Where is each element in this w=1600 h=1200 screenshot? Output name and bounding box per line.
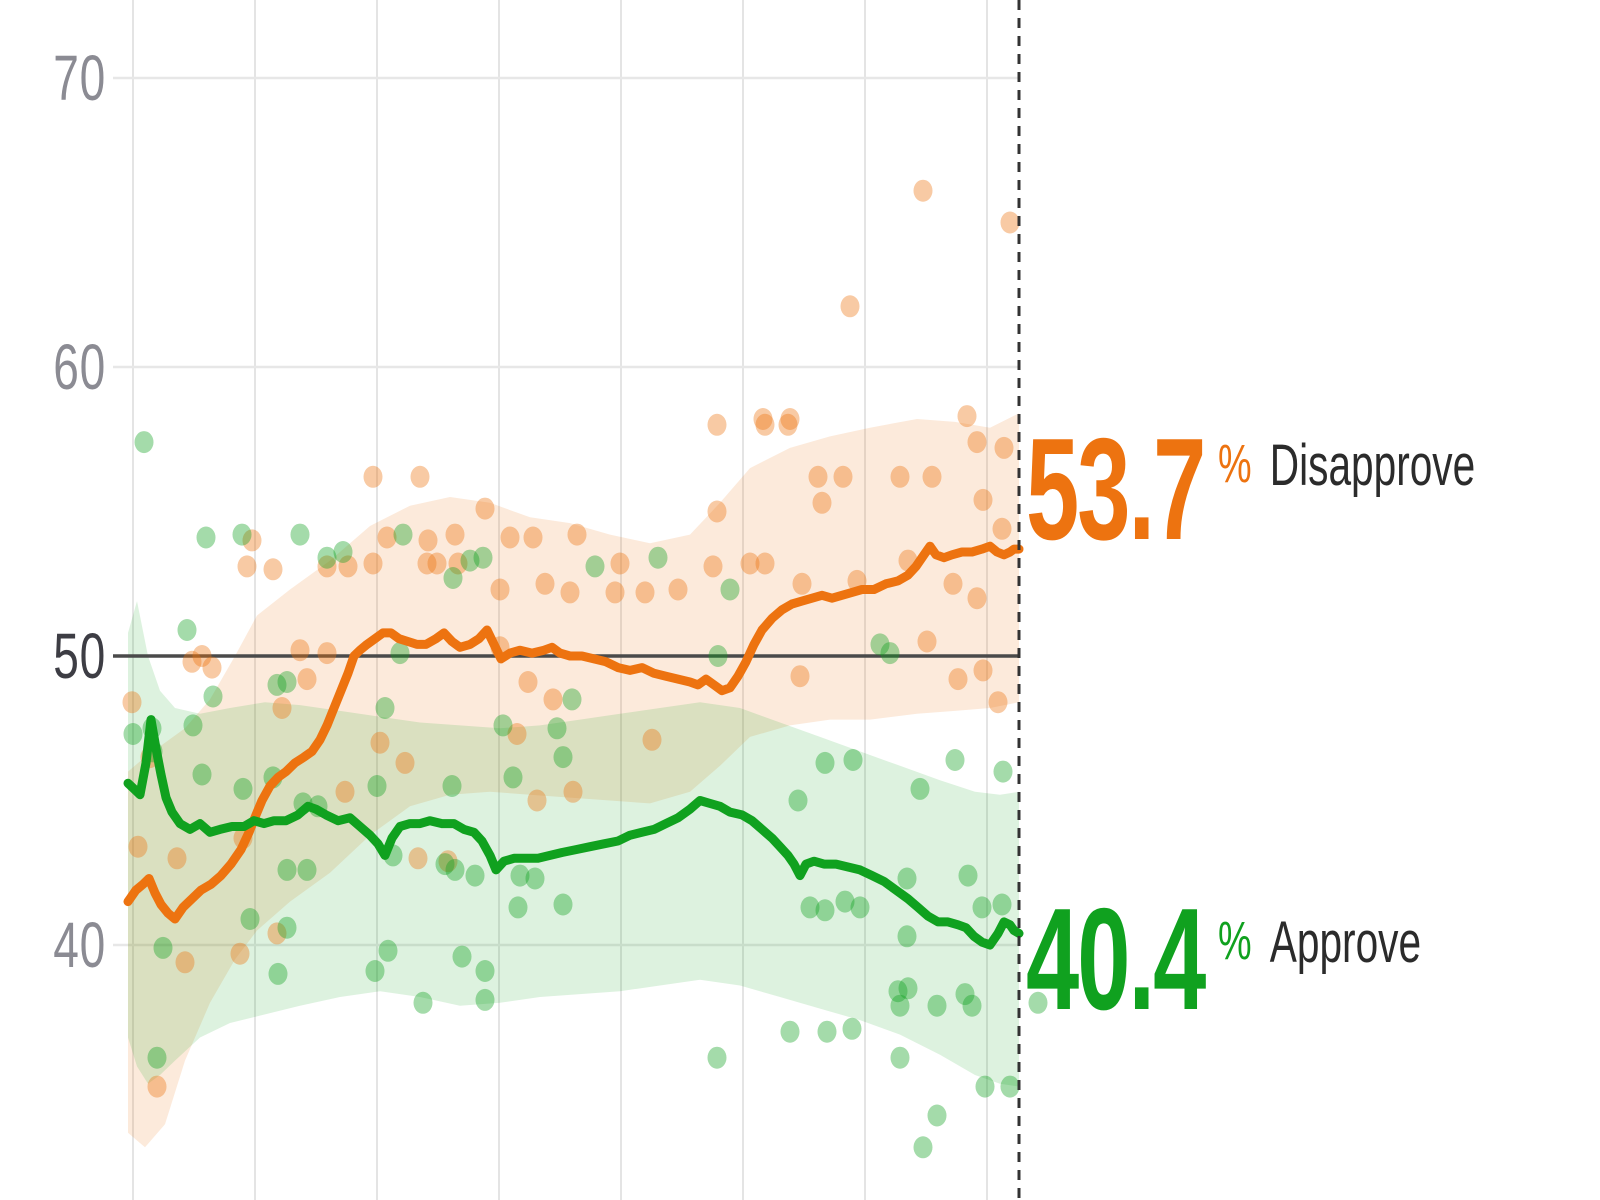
y-axis-tick-label: 40 — [53, 909, 106, 981]
approve-value: 40.4 — [1026, 878, 1206, 1040]
y-axis-tick-label: 60 — [53, 331, 106, 403]
disapprove-value: 53.7 — [1026, 408, 1206, 570]
y-axis-tick-label: 70 — [53, 42, 106, 114]
disapprove-series-label: Disapprove — [1269, 433, 1476, 498]
disapprove-label: % Disapprove — [1218, 437, 1475, 495]
approve-label: % Approve — [1218, 914, 1421, 972]
approve-percent-sign: % — [1218, 911, 1252, 971]
approve-series-label: Approve — [1269, 910, 1422, 975]
disapprove-percent-sign: % — [1218, 434, 1252, 494]
y-axis-tick-label: 50 — [53, 620, 106, 692]
